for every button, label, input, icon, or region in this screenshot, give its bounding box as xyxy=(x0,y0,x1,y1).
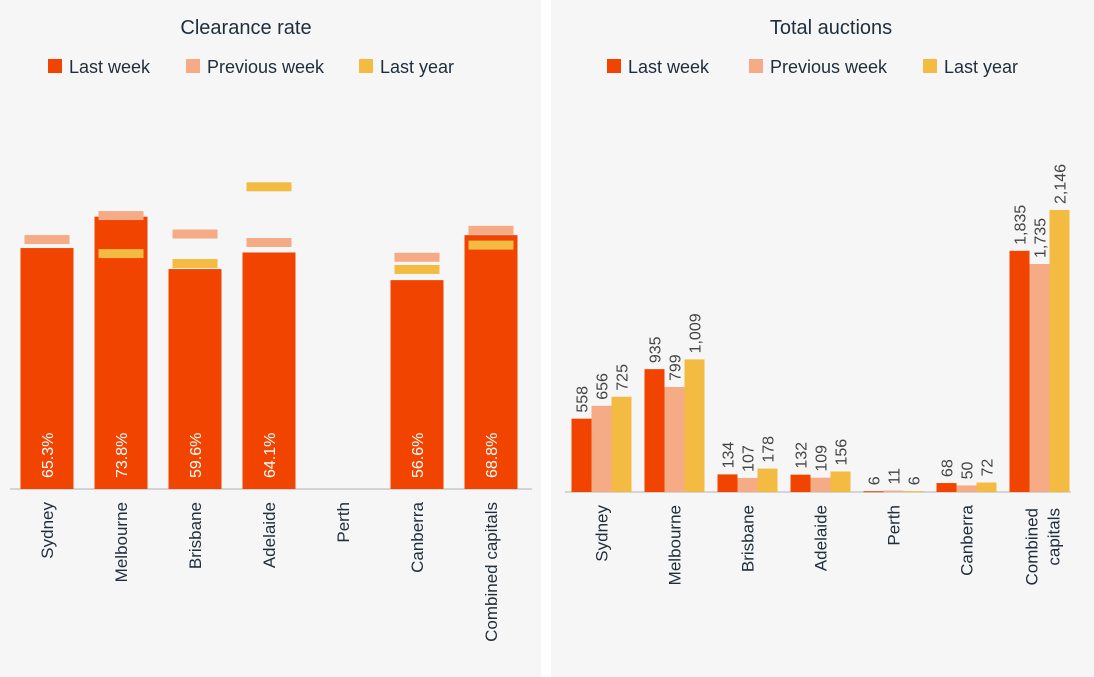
legend-swatch-previous-week xyxy=(749,59,763,73)
data-label-previous-week-brisbane: 107 xyxy=(741,445,758,472)
bar-last-week-adelaide xyxy=(790,474,811,492)
data-label-last-week-melbourne: 73.8% xyxy=(114,433,131,478)
legend-swatch-last-week xyxy=(607,59,621,73)
data-label-last-week-combined-capitals: 68.8% xyxy=(484,433,501,478)
category-label-sydney: Sydney xyxy=(38,502,57,559)
data-label-previous-week-melbourne: 799 xyxy=(668,354,685,381)
category-label-canberra: Canberra xyxy=(408,501,427,572)
marker-last-year-canberra xyxy=(394,264,440,274)
data-label-last-week-combined-capitals: 1,835 xyxy=(1013,205,1030,245)
data-label-last-week-sydney: 65.3% xyxy=(40,433,57,478)
category-label-sydney: Sydney xyxy=(593,505,612,562)
bar-previous-week-melbourne xyxy=(664,387,685,492)
marker-previous-week-canberra xyxy=(394,252,440,262)
data-label-previous-week-canberra: 50 xyxy=(960,462,977,480)
clearance-rate-panel: Clearance rate Last week Previous week Last… xyxy=(0,0,541,677)
category-label-brisbane: Brisbane xyxy=(739,505,758,572)
clearance-rate-chart: Clearance rate Last week Previous week Last… xyxy=(10,17,532,642)
data-label-last-week-brisbane: 134 xyxy=(721,442,738,469)
category-label-combined-capitals: Combined capitals xyxy=(482,502,501,642)
category-label-adelaide: Adelaide xyxy=(812,505,831,571)
data-label-last-week-adelaide: 64.1% xyxy=(262,433,279,478)
legend-label-last-week: Last week xyxy=(69,57,151,77)
bar-previous-week-perth xyxy=(883,490,904,492)
legend-label-previous-week: Previous week xyxy=(207,57,325,77)
data-label-last-week-adelaide: 132 xyxy=(794,442,811,469)
total-auctions-panel: Total auctions Last week Previous week Last… xyxy=(551,0,1094,677)
chart-title: Clearance rate xyxy=(180,17,311,39)
category-label-melbourne: Melbourne xyxy=(666,505,685,585)
bar-last-week-melbourne xyxy=(94,216,148,490)
marker-last-year-melbourne xyxy=(98,249,144,259)
bar-last-week-canberra xyxy=(936,483,957,492)
marker-previous-week-sydney xyxy=(24,235,70,245)
bar-previous-week-sydney xyxy=(591,405,612,492)
data-label-last-week-perth: 6 xyxy=(867,476,884,485)
bar-previous-week-combined-capitals xyxy=(1029,264,1050,492)
legend-swatch-last-year xyxy=(359,59,373,73)
legend-swatch-last-week xyxy=(48,59,62,73)
bar-last-week-brisbane xyxy=(717,474,738,492)
bar-last-year-brisbane xyxy=(757,468,778,492)
data-label-last-year-perth: 6 xyxy=(907,476,924,485)
data-label-last-week-sydney: 558 xyxy=(575,386,592,413)
category-label-combined-capitals-line-2: capitals xyxy=(1045,508,1064,566)
bar-last-week-perth xyxy=(863,491,884,493)
category-label-melbourne: Melbourne xyxy=(112,502,131,582)
marker-previous-week-melbourne xyxy=(98,211,144,221)
marker-previous-week-adelaide xyxy=(246,238,292,248)
bar-last-week-adelaide xyxy=(242,252,296,489)
bar-previous-week-adelaide xyxy=(810,477,831,492)
bar-last-week-combined-capitals xyxy=(464,235,518,489)
legend-label-previous-week: Previous week xyxy=(770,57,888,77)
total-auctions-chart: Total auctions Last week Previous week Last… xyxy=(565,17,1071,586)
marker-last-year-brisbane xyxy=(172,259,218,269)
bar-last-year-melbourne xyxy=(684,359,705,492)
legend-label-last-year: Last year xyxy=(380,57,454,77)
chart-title: Total auctions xyxy=(770,17,892,39)
bar-last-year-adelaide xyxy=(830,471,851,492)
data-label-last-week-canberra: 56.6% xyxy=(410,433,427,478)
data-label-last-year-adelaide: 156 xyxy=(834,439,851,466)
bar-last-week-canberra xyxy=(390,280,444,489)
bar-last-week-brisbane xyxy=(168,269,222,489)
bar-last-week-melbourne xyxy=(644,369,665,492)
marker-last-year-adelaide xyxy=(246,182,292,192)
data-label-previous-week-combined-capitals: 1,735 xyxy=(1033,218,1050,258)
category-label-perth: Perth xyxy=(334,502,353,543)
bar-last-year-sydney xyxy=(611,396,632,492)
data-label-previous-week-perth: 11 xyxy=(887,468,904,485)
data-label-last-year-melbourne: 1,009 xyxy=(688,313,705,353)
bar-previous-week-canberra xyxy=(956,485,977,492)
marker-previous-week-combined-capitals xyxy=(468,225,514,235)
category-label-perth: Perth xyxy=(885,505,904,546)
data-label-last-week-brisbane: 59.6% xyxy=(188,433,205,478)
bar-last-year-canberra xyxy=(976,482,997,492)
data-label-last-week-melbourne: 935 xyxy=(648,336,665,363)
data-label-previous-week-sydney: 656 xyxy=(595,373,612,400)
bar-last-week-sydney xyxy=(571,418,592,492)
data-label-last-year-combined-capitals: 2,146 xyxy=(1053,164,1070,204)
bar-last-week-sydney xyxy=(20,248,74,489)
legend-label-last-year: Last year xyxy=(944,57,1018,77)
data-label-last-year-sydney: 725 xyxy=(615,364,632,391)
data-label-last-year-brisbane: 178 xyxy=(761,436,778,463)
bar-previous-week-brisbane xyxy=(737,477,758,492)
legend-swatch-last-year xyxy=(923,59,937,73)
data-label-last-year-canberra: 72 xyxy=(980,459,997,477)
legend-swatch-previous-week xyxy=(186,59,200,73)
bar-last-week-combined-capitals xyxy=(1009,250,1030,492)
legend-label-last-week: Last week xyxy=(628,57,710,77)
category-label-canberra: Canberra xyxy=(958,504,977,575)
bar-last-year-combined-capitals xyxy=(1049,210,1070,492)
data-label-previous-week-adelaide: 109 xyxy=(814,445,831,472)
bar-last-year-perth xyxy=(903,491,924,493)
marker-last-year-combined-capitals xyxy=(468,240,514,250)
marker-previous-week-brisbane xyxy=(172,229,218,239)
category-label-combined-capitals-line-1: Combined xyxy=(1023,508,1042,586)
category-label-brisbane: Brisbane xyxy=(186,502,205,569)
data-label-last-week-canberra: 68 xyxy=(940,459,957,477)
category-label-adelaide: Adelaide xyxy=(260,502,279,568)
